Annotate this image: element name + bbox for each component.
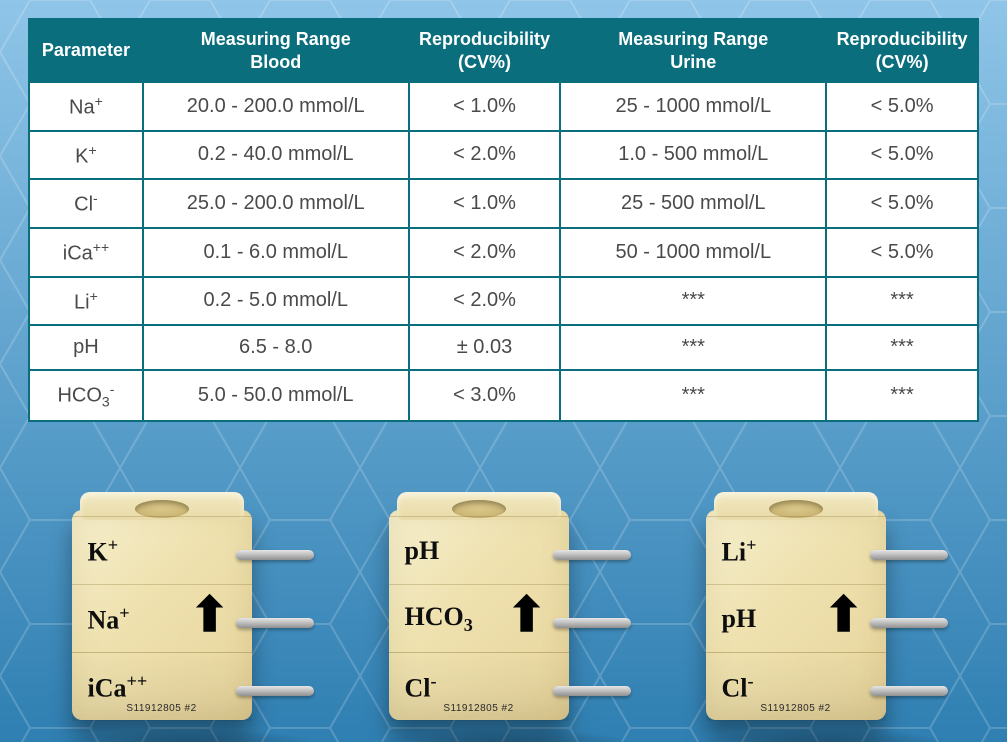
table-row: Cl-25.0 - 200.0 mmol/L< 1.0%25 - 500 mmo…	[29, 179, 978, 228]
electrode-pin	[236, 618, 314, 628]
table-cell: 0.2 - 5.0 mmol/L	[143, 277, 409, 326]
electrode-slot: K+	[72, 516, 252, 585]
electrode-module: pH HCO3 Cl- ⬆ S11912805 #2	[369, 480, 639, 742]
electrode-module: K+ Na+ iCa++ ⬆ S11912805 #2	[52, 480, 322, 742]
table-cell: < 2.0%	[409, 277, 561, 326]
table-cell: K+	[29, 131, 143, 180]
electrode-serial: S11912805 #2	[126, 703, 196, 714]
table-cell: 6.5 - 8.0	[143, 325, 409, 370]
electrode-cube: pH HCO3 Cl- ⬆ S11912805 #2	[389, 510, 569, 720]
electrode-label: Cl-	[706, 671, 754, 704]
up-arrow-icon: ⬆	[190, 592, 230, 640]
table-cell: 25 - 500 mmol/L	[560, 179, 826, 228]
electrode-shadow	[686, 728, 956, 742]
table-cell: 1.0 - 500 mmol/L	[560, 131, 826, 180]
table-cell: 5.0 - 50.0 mmol/L	[143, 370, 409, 421]
table-cell: 25 - 1000 mmol/L	[560, 82, 826, 131]
table-cell: ***	[560, 370, 826, 421]
table-cell: ***	[560, 325, 826, 370]
table-cell: 0.1 - 6.0 mmol/L	[143, 228, 409, 277]
table-cell: < 2.0%	[409, 228, 561, 277]
electrode-pin	[553, 686, 631, 696]
table-cell: < 5.0%	[826, 228, 978, 277]
table-cell: ***	[826, 277, 978, 326]
table-cell: ***	[826, 325, 978, 370]
electrode-cube: K+ Na+ iCa++ ⬆ S11912805 #2	[72, 510, 252, 720]
electrode-label: Na+	[72, 603, 130, 636]
electrode-modules: K+ Na+ iCa++ ⬆ S11912805 #2 pH HCO3 Cl- ⬆ S119128…	[28, 450, 979, 742]
electrode-label: K+	[72, 535, 119, 568]
table-header-row: ParameterMeasuring RangeBloodReproducibi…	[29, 19, 978, 82]
electrode-pin	[870, 550, 948, 560]
table-cell: pH	[29, 325, 143, 370]
table-cell: 25.0 - 200.0 mmol/L	[143, 179, 409, 228]
table-header-cell: Reproducibility(CV%)	[826, 19, 978, 82]
electrode-pin	[236, 550, 314, 560]
table-header-cell: Reproducibility(CV%)	[409, 19, 561, 82]
table-cell: Na+	[29, 82, 143, 131]
table-cell: Li+	[29, 277, 143, 326]
electrode-pin	[553, 550, 631, 560]
table-row: Na+20.0 - 200.0 mmol/L< 1.0%25 - 1000 mm…	[29, 82, 978, 131]
table-header-cell: Measuring RangeBlood	[143, 19, 409, 82]
table-cell: 20.0 - 200.0 mmol/L	[143, 82, 409, 131]
electrode-label: Li+	[706, 535, 757, 568]
table-row: Li+0.2 - 5.0 mmol/L< 2.0%******	[29, 277, 978, 326]
electrode-shadow	[369, 728, 639, 742]
table-row: pH6.5 - 8.0± 0.03******	[29, 325, 978, 370]
electrode-serial: S11912805 #2	[760, 703, 830, 714]
table-cell: < 1.0%	[409, 179, 561, 228]
electrode-pin	[553, 618, 631, 628]
table-header-cell: Measuring RangeUrine	[560, 19, 826, 82]
table-cell: HCO3-	[29, 370, 143, 421]
table-row: K+0.2 - 40.0 mmol/L< 2.0%1.0 - 500 mmol/…	[29, 131, 978, 180]
table-cell: Cl-	[29, 179, 143, 228]
table-header-cell: Parameter	[29, 19, 143, 82]
up-arrow-icon: ⬆	[507, 592, 547, 640]
table-cell: < 1.0%	[409, 82, 561, 131]
table-row: HCO3-5.0 - 50.0 mmol/L< 3.0%******	[29, 370, 978, 421]
electrode-slot: pH	[389, 516, 569, 585]
table-cell: < 5.0%	[826, 179, 978, 228]
table-cell: < 2.0%	[409, 131, 561, 180]
table-cell: < 3.0%	[409, 370, 561, 421]
electrode-pin	[236, 686, 314, 696]
electrode-module: Li+ pH Cl- ⬆ S11912805 #2	[686, 480, 956, 742]
electrode-slot: Li+	[706, 516, 886, 585]
electrode-label: HCO3	[389, 602, 473, 636]
spec-table: ParameterMeasuring RangeBloodReproducibi…	[28, 18, 979, 422]
table-cell: < 5.0%	[826, 82, 978, 131]
electrode-label: pH	[389, 536, 440, 566]
electrode-shadow	[52, 728, 322, 742]
table-cell: < 5.0%	[826, 131, 978, 180]
electrode-label: iCa++	[72, 671, 148, 704]
electrode-pin	[870, 686, 948, 696]
table-cell: 0.2 - 40.0 mmol/L	[143, 131, 409, 180]
electrode-label: pH	[706, 604, 757, 634]
table-cell: 50 - 1000 mmol/L	[560, 228, 826, 277]
up-arrow-icon: ⬆	[824, 592, 864, 640]
electrode-pin	[870, 618, 948, 628]
table-cell: iCa++	[29, 228, 143, 277]
electrode-cube: Li+ pH Cl- ⬆ S11912805 #2	[706, 510, 886, 720]
table-row: iCa++0.1 - 6.0 mmol/L< 2.0%50 - 1000 mmo…	[29, 228, 978, 277]
table-cell: ± 0.03	[409, 325, 561, 370]
table-cell: ***	[826, 370, 978, 421]
electrode-label: Cl-	[389, 671, 437, 704]
table-cell: ***	[560, 277, 826, 326]
electrode-serial: S11912805 #2	[443, 703, 513, 714]
